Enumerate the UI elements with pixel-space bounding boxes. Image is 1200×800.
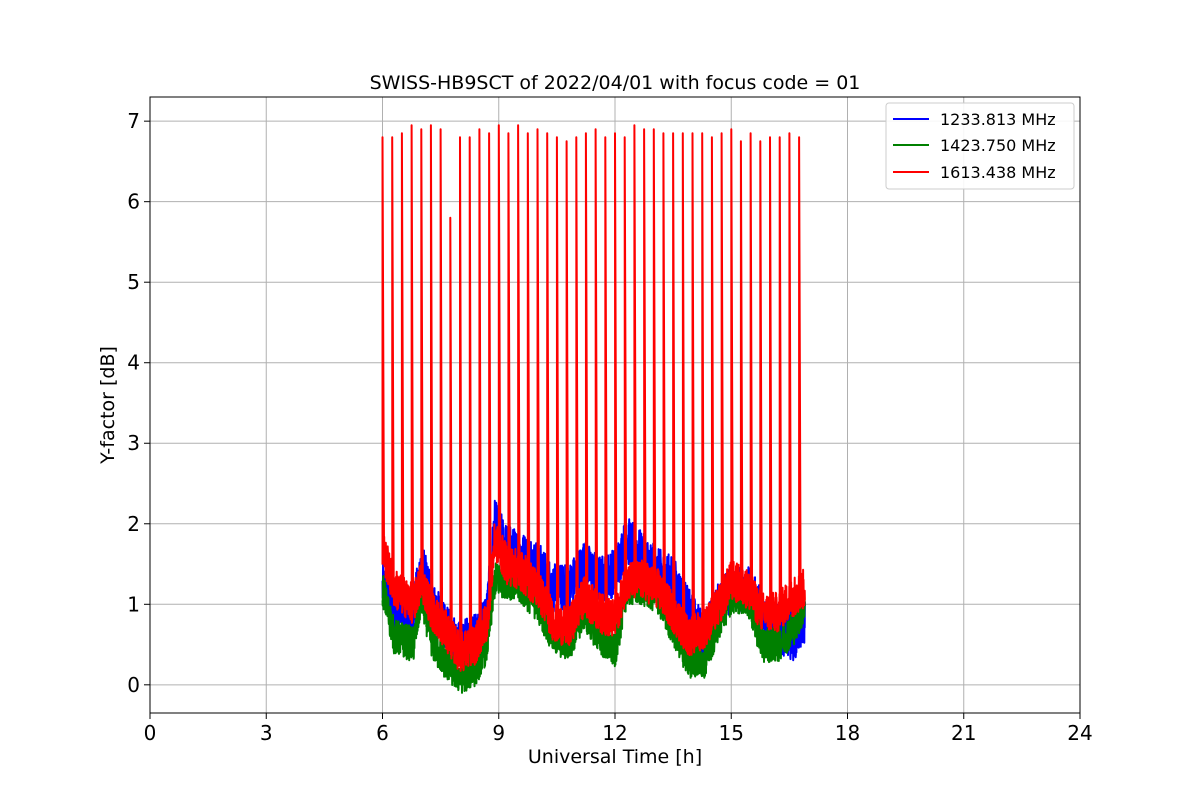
x-axis-label: Universal Time [h] — [528, 746, 702, 768]
series-line-2 — [381, 124, 806, 672]
plot-series — [381, 124, 806, 694]
x-tick-label: 0 — [144, 721, 157, 745]
y-tick-label: 2 — [127, 512, 140, 536]
x-tick-label: 12 — [602, 721, 627, 745]
y-tick-label: 5 — [127, 270, 140, 294]
y-tick-label: 3 — [127, 431, 140, 455]
y-tick-label: 0 — [127, 673, 140, 697]
x-tick-label: 3 — [260, 721, 273, 745]
chart-title: SWISS-HB9SCT of 2022/04/01 with focus co… — [370, 72, 861, 94]
legend: 1233.813 MHz 1423.750 MHz 1613.438 MHz — [885, 102, 1075, 190]
legend-label-1423: 1423.750 MHz — [940, 136, 1056, 155]
x-tick-label: 24 — [1067, 721, 1092, 745]
x-tick-label: 15 — [719, 721, 744, 745]
legend-label-1233: 1233.813 MHz — [940, 110, 1056, 129]
y-tick-label: 6 — [127, 190, 140, 214]
legend-box — [885, 102, 1075, 190]
y-axis-label: Y-factor [dB] — [97, 346, 119, 465]
legend-label-1613: 1613.438 MHz — [940, 163, 1056, 182]
y-tick-label: 1 — [127, 592, 140, 616]
x-tick-label: 9 — [492, 721, 505, 745]
y-tick-label: 7 — [127, 109, 140, 133]
x-tick-label: 21 — [951, 721, 976, 745]
x-tick-label: 18 — [835, 721, 860, 745]
x-tick-label: 6 — [376, 721, 389, 745]
y-tick-label: 4 — [127, 351, 140, 375]
